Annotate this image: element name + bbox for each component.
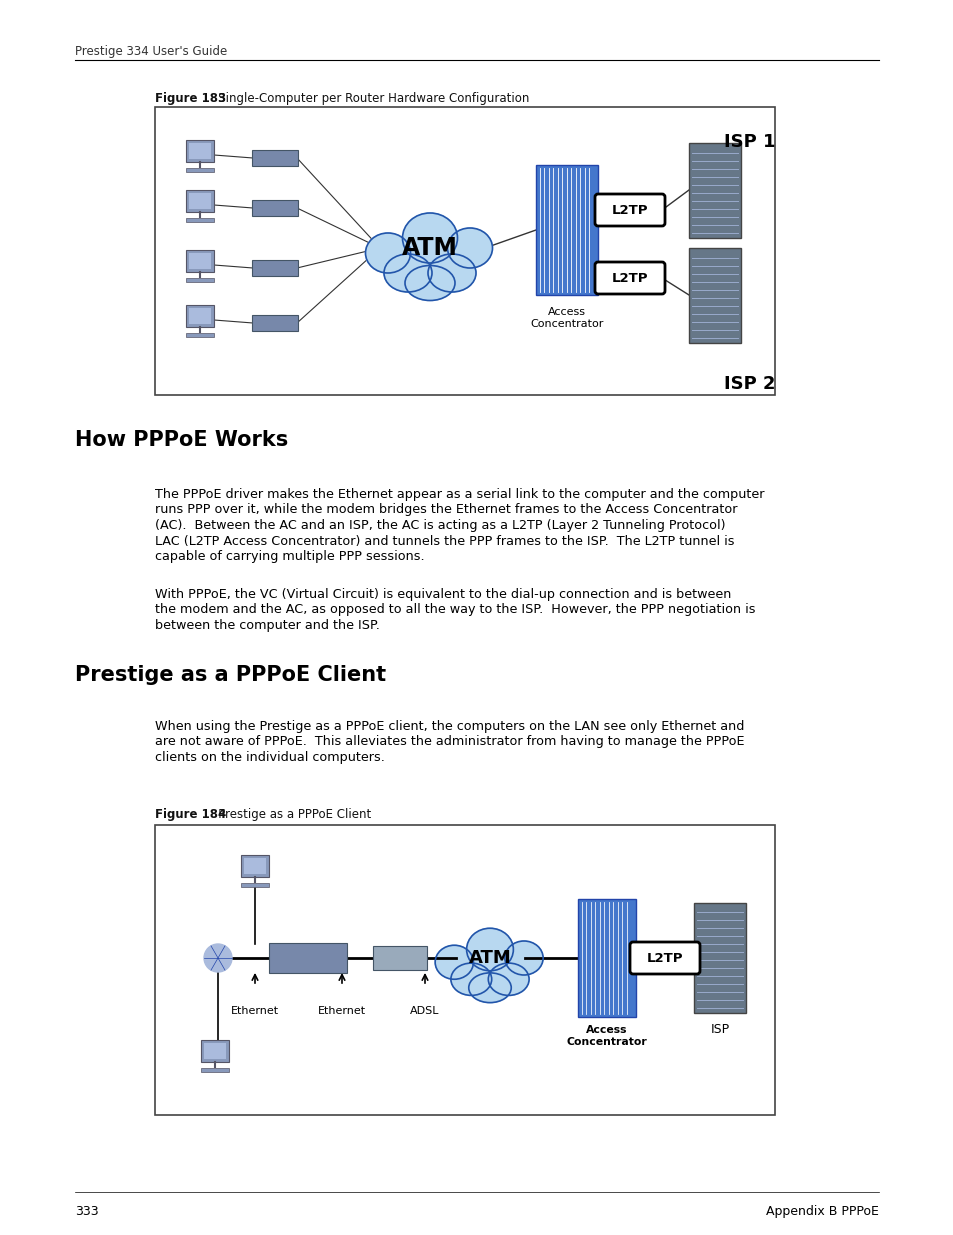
Text: ISP 1: ISP 1 <box>723 133 775 151</box>
Ellipse shape <box>428 254 476 291</box>
Text: ISP 2: ISP 2 <box>723 375 775 393</box>
Bar <box>154 107 774 395</box>
Ellipse shape <box>504 941 542 974</box>
Text: L2TP: L2TP <box>646 951 682 965</box>
Text: ATM: ATM <box>468 948 511 967</box>
Ellipse shape <box>451 963 491 995</box>
Text: Figure 184: Figure 184 <box>154 808 226 821</box>
Text: 333: 333 <box>75 1205 98 1218</box>
Text: capable of carrying multiple PPP sessions.: capable of carrying multiple PPP session… <box>154 550 424 563</box>
Bar <box>186 305 213 327</box>
FancyBboxPatch shape <box>252 261 297 275</box>
Bar <box>688 142 740 237</box>
Bar <box>189 143 211 159</box>
Text: LAC (L2TP Access Concentrator) and tunnels the PPP frames to the ISP.  The L2TP : LAC (L2TP Access Concentrator) and tunne… <box>154 535 734 547</box>
Bar <box>186 219 213 222</box>
Bar <box>578 899 636 1016</box>
Text: (AC).  Between the AC and an ISP, the AC is acting as a L2TP (Layer 2 Tunneling : (AC). Between the AC and an ISP, the AC … <box>154 519 724 532</box>
Bar <box>241 883 269 887</box>
FancyBboxPatch shape <box>373 946 427 969</box>
Text: When using the Prestige as a PPPoE client, the computers on the LAN see only Eth: When using the Prestige as a PPPoE clien… <box>154 720 743 734</box>
Text: ISP: ISP <box>710 1023 729 1036</box>
FancyBboxPatch shape <box>269 944 347 973</box>
Text: Figure 183: Figure 183 <box>154 91 226 105</box>
Text: ATM: ATM <box>401 236 457 261</box>
Bar <box>244 858 266 874</box>
FancyBboxPatch shape <box>252 315 297 331</box>
Ellipse shape <box>365 233 410 273</box>
Bar <box>186 140 213 162</box>
Ellipse shape <box>384 254 432 291</box>
Text: Ethernet: Ethernet <box>231 1007 279 1016</box>
Text: Ethernet: Ethernet <box>317 1007 366 1016</box>
Bar <box>693 903 745 1013</box>
Text: Prestige as a PPPoE Client: Prestige as a PPPoE Client <box>75 664 386 685</box>
Bar <box>688 247 740 342</box>
Ellipse shape <box>468 973 511 1003</box>
FancyBboxPatch shape <box>629 942 700 974</box>
Text: L2TP: L2TP <box>611 272 648 284</box>
FancyBboxPatch shape <box>595 194 664 226</box>
Bar <box>189 193 211 209</box>
Ellipse shape <box>488 963 529 995</box>
Text: Appendix B PPPoE: Appendix B PPPoE <box>765 1205 878 1218</box>
FancyBboxPatch shape <box>252 200 297 216</box>
Ellipse shape <box>466 929 513 971</box>
Bar <box>186 333 213 337</box>
Bar <box>241 855 269 877</box>
Text: between the computer and the ISP.: between the computer and the ISP. <box>154 619 379 632</box>
Text: runs PPP over it, while the modem bridges the Ethernet frames to the Access Conc: runs PPP over it, while the modem bridge… <box>154 504 737 516</box>
Text: Prestige as a PPPoE Client: Prestige as a PPPoE Client <box>207 808 371 821</box>
Text: Access
Concentrator: Access Concentrator <box>530 308 603 329</box>
Text: the modem and the AC, as opposed to all the way to the ISP.  However, the PPP ne: the modem and the AC, as opposed to all … <box>154 604 755 616</box>
Ellipse shape <box>405 266 455 300</box>
Bar <box>186 168 213 172</box>
Bar <box>204 1044 226 1058</box>
Text: How PPPoE Works: How PPPoE Works <box>75 430 288 450</box>
Ellipse shape <box>447 228 492 268</box>
Ellipse shape <box>402 212 457 263</box>
Bar <box>154 825 774 1115</box>
Text: ADSL: ADSL <box>410 1007 439 1016</box>
Text: are not aware of PPPoE.  This alleviates the administrator from having to manage: are not aware of PPPoE. This alleviates … <box>154 736 743 748</box>
Text: clients on the individual computers.: clients on the individual computers. <box>154 751 384 764</box>
Bar <box>536 165 598 295</box>
Text: The PPPoE driver makes the Ethernet appear as a serial link to the computer and : The PPPoE driver makes the Ethernet appe… <box>154 488 763 501</box>
FancyBboxPatch shape <box>252 149 297 165</box>
Text: Access
Concentrator: Access Concentrator <box>566 1025 647 1046</box>
FancyBboxPatch shape <box>595 262 664 294</box>
Circle shape <box>204 944 232 972</box>
Text: Single-Computer per Router Hardware Configuration: Single-Computer per Router Hardware Conf… <box>207 91 529 105</box>
Bar <box>186 278 213 282</box>
Bar <box>186 190 213 212</box>
Text: With PPPoE, the VC (Virtual Circuit) is equivalent to the dial-up connection and: With PPPoE, the VC (Virtual Circuit) is … <box>154 588 731 601</box>
Text: Prestige 334 User's Guide: Prestige 334 User's Guide <box>75 44 227 58</box>
Bar <box>186 249 213 272</box>
Ellipse shape <box>435 945 473 979</box>
Bar <box>201 1040 229 1062</box>
Bar <box>189 253 211 269</box>
Text: L2TP: L2TP <box>611 204 648 216</box>
Bar <box>201 1068 229 1072</box>
Bar <box>189 308 211 324</box>
